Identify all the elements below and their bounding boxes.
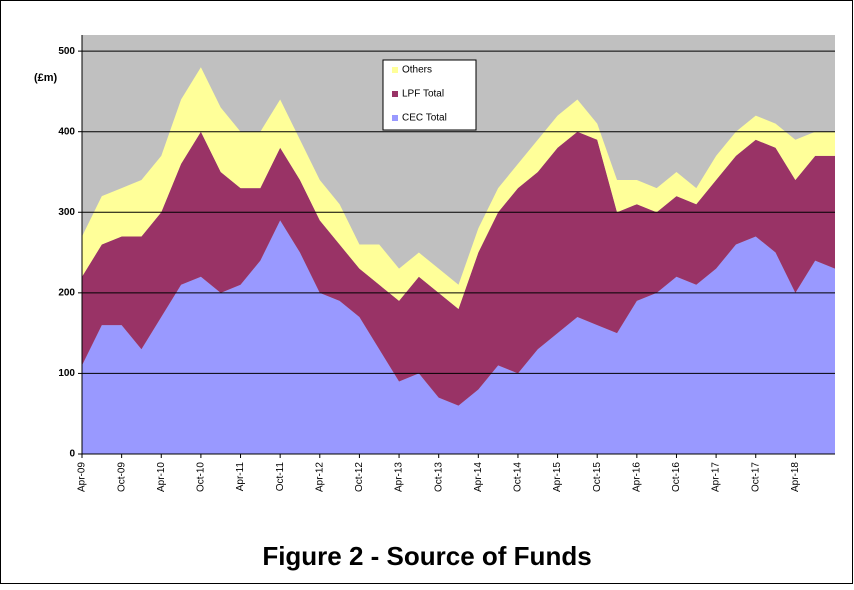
legend-swatch xyxy=(392,67,398,73)
x-tick-label: Apr-14 xyxy=(473,462,484,492)
legend-box xyxy=(382,59,477,131)
y-tick-label: 500 xyxy=(58,46,75,57)
x-tick-label: Apr-15 xyxy=(552,462,563,492)
x-tick-label: Apr-13 xyxy=(394,462,405,492)
x-tick-label: Oct-15 xyxy=(592,462,603,492)
x-tick-label: Oct-13 xyxy=(433,462,444,492)
x-tick-label: Oct-17 xyxy=(750,462,761,492)
x-tick-label: Apr-12 xyxy=(314,462,325,492)
y-tick-label: 300 xyxy=(58,207,75,218)
x-tick-label: Oct-16 xyxy=(671,462,682,492)
legend-label: LPF Total xyxy=(402,89,444,100)
legend-label: CEC Total xyxy=(402,113,447,124)
legend: Others LPF Total CEC Total xyxy=(382,59,477,131)
legend-label: Others xyxy=(402,65,432,76)
legend-swatch xyxy=(392,115,398,121)
y-tick-label: 400 xyxy=(58,126,75,137)
x-tick-label: Oct-12 xyxy=(354,462,365,492)
legend-swatch xyxy=(392,91,398,97)
area xyxy=(82,220,835,454)
area xyxy=(82,131,835,406)
x-tick-label: Apr-17 xyxy=(711,462,722,492)
y-tick-label: 200 xyxy=(58,287,75,298)
y-tick-label: 100 xyxy=(58,368,75,379)
x-tick-label: Oct-11 xyxy=(275,462,286,492)
x-tick-label: Apr-10 xyxy=(156,462,167,492)
x-tick-label: Oct-14 xyxy=(513,462,524,492)
y-axis-label: (£m) xyxy=(34,72,58,84)
x-tick-label: Apr-16 xyxy=(631,462,642,492)
chart-title: Figure 2 - Source of Funds xyxy=(262,541,591,571)
x-tick-label: Apr-09 xyxy=(77,462,88,492)
x-tick-label: Apr-18 xyxy=(790,462,801,492)
area xyxy=(82,67,835,309)
x-tick-label: Oct-09 xyxy=(116,462,127,492)
x-tick-label: Apr-11 xyxy=(235,462,246,492)
y-tick-label: 0 xyxy=(69,449,75,460)
x-tick-label: Oct-10 xyxy=(196,462,207,492)
